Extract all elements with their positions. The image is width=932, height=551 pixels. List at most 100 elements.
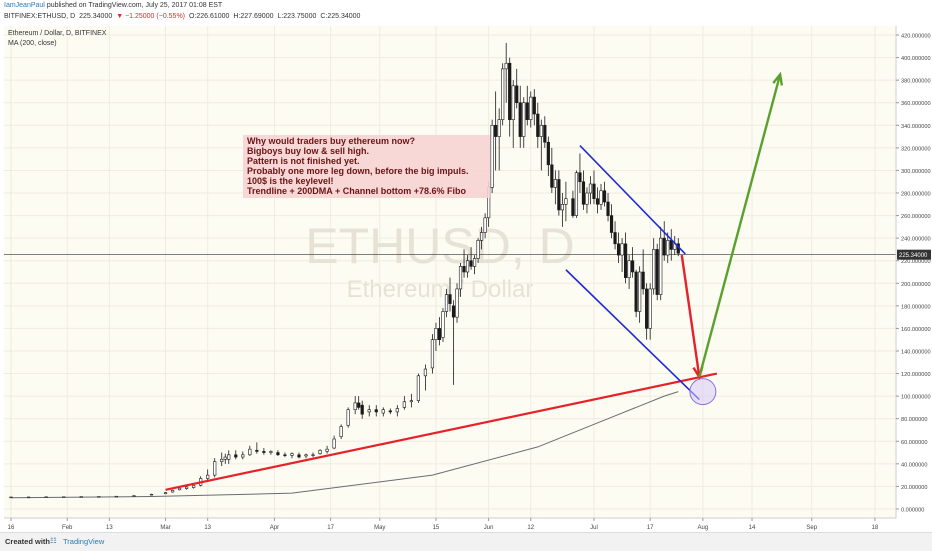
candle-body	[494, 125, 498, 137]
candle-body	[602, 190, 607, 203]
candle-body	[192, 484, 196, 488]
candle-body	[666, 240, 670, 256]
chart-legend-ma: MA (200, close)	[8, 40, 57, 47]
note-line: Trendline + 200DMA + Channel bottom +78.…	[247, 186, 466, 196]
candle-body	[613, 232, 617, 245]
candle-body	[511, 85, 515, 120]
time-tick-label: Apr	[270, 525, 279, 531]
candle-body	[132, 495, 136, 497]
candle-body	[606, 201, 610, 216]
candle-body	[206, 474, 210, 479]
candle-body	[595, 198, 600, 205]
price-tick-label: 260.000000	[901, 214, 931, 220]
candle-body	[416, 375, 420, 401]
price-tick-label: 420.000000	[901, 34, 931, 40]
author-name[interactable]: IamJeanPaul	[4, 2, 45, 9]
tradingview-logo-icon[interactable]: ☷	[50, 536, 57, 545]
price-tick-label: 80.000000	[901, 417, 927, 423]
candle-body	[550, 164, 554, 188]
candle-body	[325, 448, 329, 452]
price-tick-label: 300.000000	[901, 169, 931, 175]
candle-body	[44, 496, 48, 498]
candle-body	[395, 408, 399, 413]
time-tick-label: Feb	[62, 525, 73, 531]
candle-body	[623, 243, 628, 278]
price-tick-label: 180.000000	[901, 304, 931, 310]
candle-body	[483, 217, 487, 233]
price-tick-label: 160.000000	[901, 327, 931, 333]
open-value: O:226.61000	[188, 13, 230, 20]
candle-body	[462, 266, 466, 273]
close-value: C:225.34000	[320, 13, 361, 20]
time-axis[interactable]: 16 Feb 13 Mar 13 Apr 17 May 15 Jun 12 Jul 17 Aug 14 Sep…	[4, 517, 896, 531]
candle-body	[346, 409, 350, 426]
candle-body	[388, 410, 392, 413]
price-tick-label: 220.000000	[901, 259, 931, 265]
candle-body	[599, 190, 603, 205]
channel-upper[interactable]	[579, 145, 686, 255]
candle-body	[536, 113, 540, 137]
candle-body	[360, 404, 364, 415]
price-tick-label: 40.000000	[901, 462, 927, 468]
candle-body	[557, 179, 561, 211]
price-axis[interactable]: 0.000000 20.000000 40.000000 60.000000 80.00…	[895, 26, 931, 518]
key-level-circle[interactable]	[689, 378, 717, 406]
note-line: Bigboys buy low & sell high.	[247, 146, 369, 156]
candle-body	[659, 237, 663, 295]
candle-body	[497, 119, 501, 137]
candle-body	[79, 496, 83, 498]
price-chart[interactable]: ETHUSD, D Ethereum / Dollar Why would tr…	[0, 24, 932, 532]
candle-body	[638, 271, 642, 312]
price-tick-label: 140.000000	[901, 349, 931, 355]
candle-body	[170, 490, 175, 493]
analysis-note[interactable]: Why would traders buy ethereum now? Bigbo…	[243, 135, 490, 198]
candle-body	[522, 102, 526, 137]
high-value: H:227.69000	[233, 13, 274, 20]
last-price: 225.34000	[79, 13, 113, 20]
symbol-info: BITFINEX:ETHUSD, D 225.34000 ▼ −1.25000 …	[4, 13, 362, 20]
candle-body	[652, 249, 656, 290]
created-with-label: Created with	[5, 537, 51, 546]
candle-body	[441, 311, 445, 338]
candle-body	[437, 328, 442, 341]
candle-body	[655, 249, 659, 295]
time-tick-label: Jun	[484, 525, 494, 531]
time-tick-label: 13	[106, 525, 113, 531]
candle-body	[458, 266, 463, 290]
candle-body	[508, 62, 512, 120]
candle-body	[227, 454, 231, 460]
price-tick-label: 60.000000	[901, 440, 927, 446]
low-value: L:223.75000	[277, 13, 317, 20]
arrow-up-head	[772, 71, 784, 86]
candle-body	[592, 183, 596, 199]
candle-body	[62, 496, 66, 498]
candle-body	[455, 288, 459, 318]
candle-body	[627, 260, 631, 278]
time-tick-label: 14	[749, 525, 756, 531]
candle-body	[543, 125, 547, 143]
candle-body	[423, 368, 428, 377]
candle-body	[476, 240, 480, 259]
candle-body	[374, 409, 378, 413]
candle-body	[648, 288, 652, 329]
candle-body	[448, 294, 452, 304]
candle-body	[220, 459, 224, 462]
time-tick-label: Jul	[590, 525, 598, 531]
channel-lower[interactable]	[565, 269, 700, 401]
price-tick-label: 200.000000	[901, 282, 931, 288]
candle-body	[490, 125, 494, 188]
candle-body	[409, 400, 413, 403]
candles	[9, 42, 680, 499]
candle-body	[501, 68, 505, 120]
trendline[interactable]	[165, 372, 718, 491]
candle-body	[444, 294, 449, 312]
candle-body	[609, 215, 614, 233]
candle-body	[213, 461, 217, 476]
candle-body	[353, 402, 357, 410]
candle-body	[529, 96, 533, 120]
chart-area[interactable]: ETHUSD, D Ethereum / Dollar Why would tr…	[0, 24, 932, 532]
candle-body	[26, 496, 31, 499]
candle-body	[97, 496, 101, 498]
candle-body	[367, 409, 371, 413]
tradingview-brand[interactable]: TradingView	[63, 537, 105, 546]
